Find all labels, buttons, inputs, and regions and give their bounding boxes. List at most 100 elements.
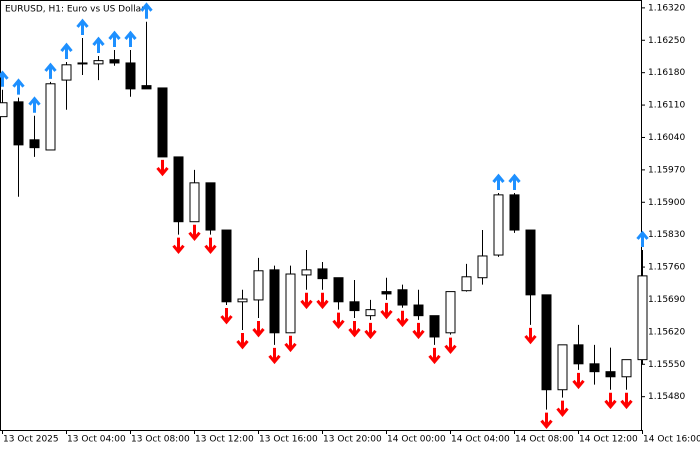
candle-body — [589, 363, 600, 373]
candle-body — [61, 64, 72, 81]
sell-arrow — [428, 347, 441, 365]
candle-body — [605, 371, 616, 378]
x-tick-label: 14 Oct 12:00 — [579, 435, 638, 445]
sell-arrow — [412, 322, 425, 340]
sell-arrow — [332, 312, 345, 329]
candle-body — [621, 359, 632, 378]
y-tick-label: 1.15620 — [648, 327, 685, 337]
candle-body — [461, 276, 472, 292]
sell-arrow — [236, 333, 249, 350]
buy-arrow — [492, 173, 505, 191]
buy-arrow — [44, 62, 57, 79]
buy-arrow — [0, 70, 9, 87]
x-tick-label: 13 Oct 08:00 — [131, 435, 190, 445]
candle-body — [77, 62, 88, 65]
y-tick-label: 1.15900 — [648, 198, 685, 208]
buy-arrow — [140, 2, 153, 19]
sell-arrow — [268, 347, 281, 365]
sell-arrow — [316, 292, 329, 310]
candle-body — [477, 255, 488, 279]
y-tick-label: 1.15970 — [648, 165, 685, 175]
x-tick-label: 13 Oct 20:00 — [323, 435, 382, 445]
sell-arrow — [252, 320, 265, 338]
buy-arrow — [124, 30, 137, 47]
candle-body — [333, 277, 344, 303]
sell-arrow — [284, 335, 297, 353]
x-tick-label: 13 Oct 04:00 — [67, 435, 126, 445]
candle-body — [141, 85, 152, 90]
candle-body — [493, 194, 504, 256]
candle-body — [0, 102, 8, 118]
candle-body — [189, 182, 200, 223]
x-tick-label: 14 Oct 16:00 — [643, 435, 700, 445]
candle-body — [429, 315, 440, 338]
y-tick-label: 1.16180 — [648, 68, 685, 78]
plot-frame — [0, 0, 642, 431]
x-tick-label: 13 Oct 16:00 — [259, 435, 318, 445]
candle-body — [445, 291, 456, 334]
y-tick-label: 1.16040 — [648, 133, 685, 143]
candle-body — [253, 270, 264, 301]
y-tick-label: 1.15480 — [648, 392, 685, 402]
candle-body — [285, 273, 296, 334]
sell-arrow — [380, 302, 393, 320]
y-tick-label: 1.15760 — [648, 263, 685, 273]
candle-body — [157, 87, 168, 158]
sell-arrow — [604, 392, 617, 410]
y-tick-label: 1.16320 — [648, 3, 685, 13]
sell-arrow — [524, 327, 537, 345]
buy-arrow — [108, 30, 121, 47]
candle-body — [317, 268, 328, 280]
x-tick-label: 14 Oct 04:00 — [451, 435, 510, 445]
candle-body — [381, 291, 392, 295]
sell-arrow — [156, 159, 169, 177]
sell-arrow — [220, 308, 233, 325]
candle-body — [93, 60, 104, 65]
sell-arrow — [620, 392, 633, 410]
candle-body — [349, 301, 360, 312]
candle-body — [13, 101, 24, 146]
x-tick-label: 13 Oct 12:00 — [195, 435, 254, 445]
candle-body — [509, 194, 520, 231]
y-tick-label: 1.16110 — [648, 101, 685, 111]
candle-body — [541, 294, 552, 391]
y-tick-label: 1.15690 — [648, 295, 685, 305]
candle-body — [45, 83, 56, 151]
x-tick-label: 14 Oct 00:00 — [387, 435, 446, 445]
sell-arrow — [396, 310, 409, 328]
candle-body — [109, 59, 120, 64]
candle-body — [413, 304, 424, 317]
candle-body — [269, 269, 280, 334]
candle-body — [637, 275, 648, 361]
sell-arrow — [556, 400, 569, 417]
sell-arrow — [300, 292, 313, 310]
candle-body — [173, 156, 184, 223]
sell-arrow — [172, 237, 185, 255]
candle-body — [397, 289, 408, 306]
y-tick-label: 1.16250 — [648, 36, 685, 46]
buy-arrow — [60, 42, 73, 60]
candle-body — [365, 309, 376, 317]
sell-arrow — [364, 322, 377, 340]
sell-arrow — [204, 237, 217, 255]
sell-arrow — [188, 224, 201, 242]
buy-arrow — [92, 36, 105, 54]
candle-body — [301, 269, 312, 276]
candle-body — [29, 139, 40, 149]
candle-body — [125, 62, 136, 90]
x-tick-label: 14 Oct 08:00 — [515, 435, 574, 445]
sell-arrow — [540, 412, 553, 429]
buy-arrow — [636, 230, 649, 247]
buy-arrow — [76, 18, 89, 35]
x-tick-label: 13 Oct 2025 — [3, 435, 59, 445]
candle-body — [205, 182, 216, 231]
chart-title: EURUSD, H1: Euro vs US Dollar — [5, 5, 145, 15]
y-tick-label: 1.15550 — [648, 360, 685, 370]
sell-arrow — [348, 320, 361, 338]
y-tick-label: 1.15830 — [648, 230, 685, 240]
candle-body — [525, 229, 536, 296]
candle-body — [557, 344, 568, 391]
candle-body — [237, 298, 248, 303]
